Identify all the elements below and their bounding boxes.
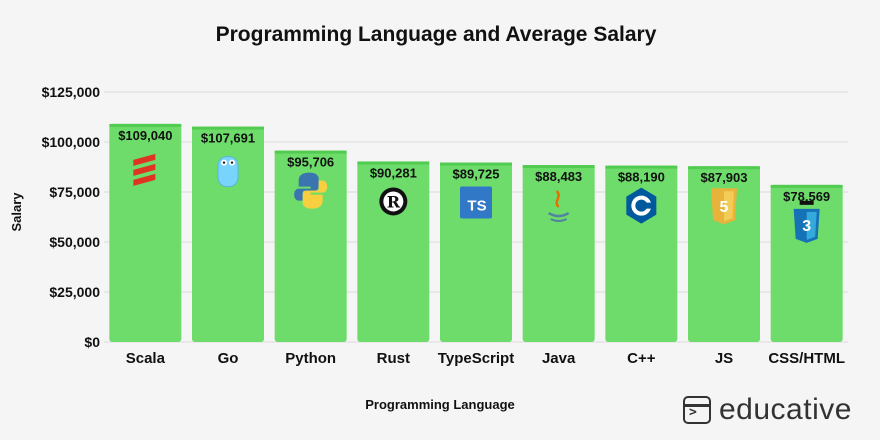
data-label: $95,706 — [287, 155, 334, 170]
bar-python — [274, 150, 347, 342]
bar-top-edge — [357, 161, 430, 165]
bar-top-edge — [192, 126, 264, 130]
bar-css-html — [770, 184, 843, 342]
bar-rust — [357, 161, 430, 342]
y-tick-label: $125,000 — [42, 84, 101, 100]
educative-brand: educative — [683, 395, 852, 425]
typescript-logo-icon: TS — [460, 186, 492, 219]
data-label: $87,903 — [701, 170, 748, 185]
y-tick-label: $75,000 — [49, 184, 100, 200]
svg-text:5: 5 — [720, 199, 729, 216]
y-tick-label: $50,000 — [49, 234, 100, 250]
bar — [109, 123, 182, 342]
bar-go — [192, 126, 264, 342]
svg-text:R: R — [387, 192, 401, 211]
x-axis-title: Programming Language — [365, 397, 515, 412]
bar-top-edge — [770, 184, 843, 188]
bar-top-edge — [605, 165, 678, 169]
brand-name: educative — [719, 393, 852, 426]
x-tick-label: TypeScript — [438, 350, 514, 367]
svg-text:3: 3 — [802, 218, 811, 235]
bar — [357, 161, 430, 342]
data-label: $107,691 — [201, 131, 255, 146]
y-tick-label: $100,000 — [42, 134, 101, 150]
bar-typescript — [440, 162, 512, 342]
data-label: $78,569 — [783, 189, 830, 204]
bar-top-edge — [109, 123, 182, 127]
data-label: $90,281 — [370, 165, 417, 180]
x-tick-label: Scala — [126, 350, 166, 367]
js-logo-icon: 5 — [711, 188, 737, 225]
data-label: $88,190 — [618, 170, 665, 185]
bar — [770, 184, 843, 342]
bar — [688, 166, 760, 342]
x-tick-label: JS — [715, 350, 733, 367]
bar — [522, 165, 595, 342]
cpp-logo-icon — [626, 187, 657, 224]
bar-top-edge — [440, 162, 512, 166]
bar-js — [688, 166, 760, 342]
rust-logo-icon: R — [379, 187, 408, 216]
chart-title: Programming Language and Average Salary — [216, 23, 657, 46]
data-label: $88,483 — [535, 169, 582, 184]
svg-text:TS: TS — [467, 198, 486, 215]
y-tick-label: $0 — [84, 334, 100, 350]
bar-top-edge — [522, 165, 595, 169]
x-tick-label: Python — [285, 350, 336, 367]
go-gopher-icon — [217, 156, 239, 188]
x-tick-label: Java — [542, 350, 576, 367]
java-logo-icon — [548, 190, 570, 223]
terminal-icon — [683, 396, 711, 424]
y-tick-label: $25,000 — [49, 284, 100, 300]
bar — [192, 126, 264, 342]
bar — [274, 150, 347, 342]
x-tick-label: Rust — [377, 350, 410, 367]
python-logo-icon — [294, 172, 328, 209]
data-label: $109,040 — [118, 128, 172, 143]
css-logo-icon: 3 — [793, 200, 820, 243]
bar — [440, 162, 512, 342]
y-axis-title: Salary — [9, 192, 24, 232]
x-tick-label: CSS/HTML — [768, 350, 845, 367]
bar-top-edge — [274, 150, 347, 154]
data-label: $89,725 — [453, 167, 500, 182]
bar-c- — [605, 165, 678, 342]
bar-top-edge — [688, 166, 760, 170]
x-tick-label: Go — [218, 350, 239, 367]
bar-scala — [109, 123, 182, 342]
bar — [605, 165, 678, 342]
x-tick-label: C++ — [627, 350, 656, 367]
scala-logo-icon — [133, 153, 156, 186]
bar-java — [522, 165, 595, 342]
